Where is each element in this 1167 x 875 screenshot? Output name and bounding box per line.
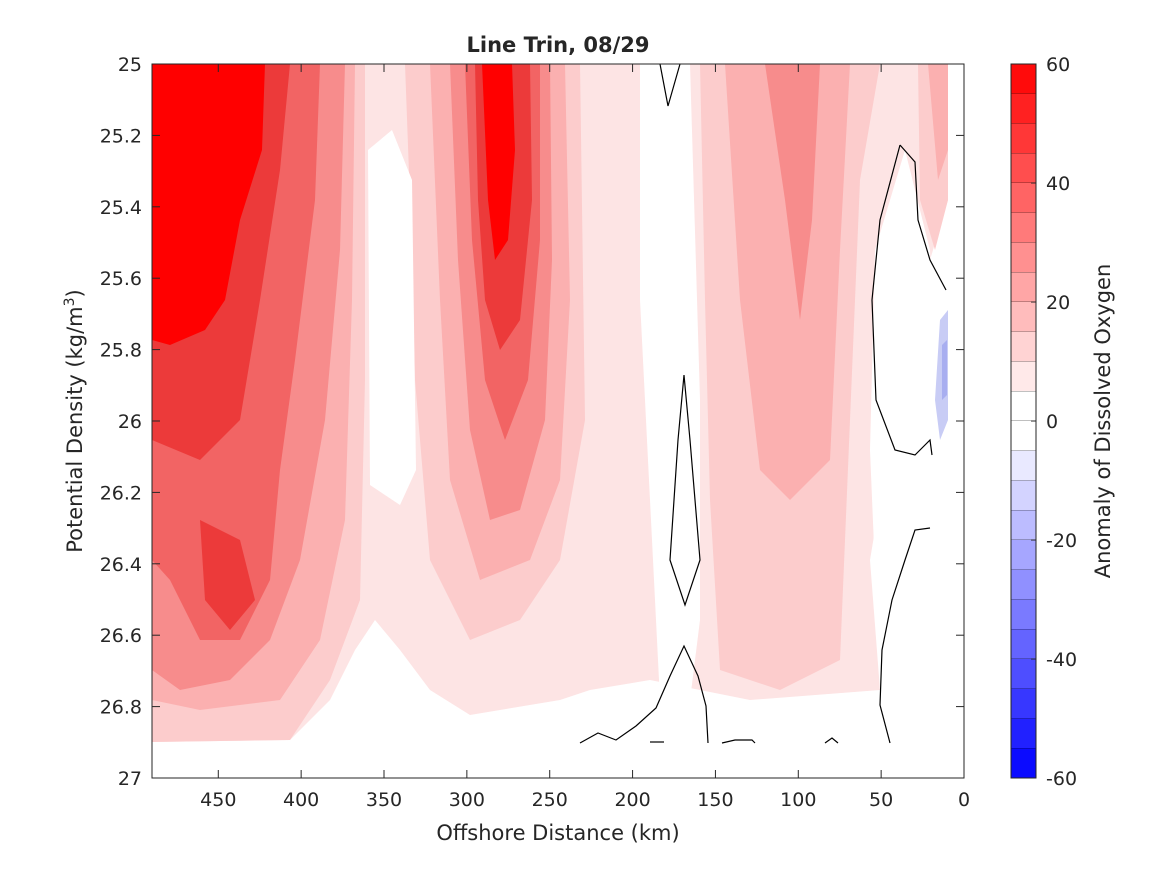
y-tick-label: 25.4 bbox=[100, 197, 142, 219]
y-tick-label: 26.4 bbox=[100, 554, 142, 576]
y-tick-label: 25 bbox=[118, 54, 142, 76]
zero-contour-line bbox=[659, 64, 681, 107]
y-axis-label: Potential Density (kg/m3) bbox=[62, 289, 87, 553]
contour-fill-zero-streak bbox=[640, 64, 700, 700]
zero-contour-line bbox=[721, 739, 756, 744]
zero-contour-line bbox=[879, 527, 931, 744]
zero-contour-line bbox=[824, 737, 839, 744]
colorbar-level bbox=[1011, 153, 1036, 184]
colorbar-level bbox=[1011, 391, 1036, 422]
colorbar-level bbox=[1011, 361, 1036, 392]
y-tick-label: 27 bbox=[118, 768, 142, 790]
y-tick-label: 26 bbox=[118, 411, 142, 433]
y-axis-label-end: ) bbox=[63, 289, 87, 297]
zero-contour-line bbox=[899, 144, 947, 291]
x-tick-label: 150 bbox=[697, 789, 733, 811]
colorbar-level bbox=[1011, 688, 1036, 719]
colorbar-tick-label: 60 bbox=[1046, 54, 1070, 76]
colorbar-level bbox=[1011, 450, 1036, 481]
x-tick-label: 200 bbox=[614, 789, 650, 811]
colorbar-level bbox=[1011, 510, 1036, 541]
colorbar-tick-label: 0 bbox=[1046, 411, 1058, 433]
colorbar-level bbox=[1011, 540, 1036, 571]
x-tick-label: 350 bbox=[366, 789, 402, 811]
colorbar-tick-label: 20 bbox=[1046, 292, 1070, 314]
contour-fill-level-7 bbox=[152, 64, 515, 345]
colorbar-level bbox=[1011, 242, 1036, 273]
contour-fill-zero-tongue bbox=[368, 130, 416, 505]
y-tick-label: 25.6 bbox=[100, 268, 142, 290]
contour-fill-level-6 bbox=[152, 64, 532, 630]
y-tick-label: 26.2 bbox=[100, 482, 142, 504]
y-axis-label-main: Potential Density (kg/m bbox=[63, 306, 87, 552]
x-tick-label: 400 bbox=[283, 789, 319, 811]
chart-title: Line Trin, 08/29 bbox=[466, 33, 649, 57]
colorbar-level bbox=[1011, 480, 1036, 511]
colorbar-level bbox=[1011, 302, 1036, 333]
x-tick-label: 100 bbox=[780, 789, 816, 811]
colorbar-tick-label: 40 bbox=[1046, 173, 1070, 195]
colorbar-level bbox=[1011, 212, 1036, 243]
colorbar-level bbox=[1011, 93, 1036, 124]
zero-contour-line bbox=[669, 374, 701, 607]
colorbar-tick-label: -20 bbox=[1046, 530, 1077, 552]
colorbar-level bbox=[1011, 718, 1036, 749]
colorbar-level bbox=[1011, 272, 1036, 303]
contour-field bbox=[152, 64, 964, 778]
colorbar-level bbox=[1011, 629, 1036, 660]
colorbar-level bbox=[1011, 64, 1036, 95]
colorbar-level bbox=[1011, 421, 1036, 452]
colorbar-tick-label: -60 bbox=[1046, 768, 1077, 790]
colorbar bbox=[1011, 64, 1036, 779]
x-tick-label: 250 bbox=[532, 789, 568, 811]
y-axis-label-superscript: 3 bbox=[62, 297, 78, 306]
colorbar-level bbox=[1011, 123, 1036, 154]
contour-fill-negative-core bbox=[942, 340, 947, 400]
colorbar-level bbox=[1011, 183, 1036, 214]
x-tick-label: 300 bbox=[449, 789, 485, 811]
x-tick-label: 450 bbox=[200, 789, 236, 811]
zero-contour-line bbox=[579, 644, 709, 744]
contour-fill-level-3 bbox=[152, 64, 948, 710]
y-tick-label: 26.8 bbox=[100, 697, 142, 719]
colorbar-level bbox=[1011, 569, 1036, 600]
contour-fill-zero-nearshore bbox=[870, 150, 935, 700]
zero-contour-lines bbox=[579, 64, 947, 744]
no-data-region bbox=[152, 742, 964, 778]
colorbar-label: Anomaly of Dissolved Oxygen bbox=[1091, 264, 1115, 579]
colorbar-level bbox=[1011, 748, 1036, 779]
colorbar-level bbox=[1011, 659, 1036, 690]
x-tick-label: 0 bbox=[958, 789, 970, 811]
y-tick-label: 25.8 bbox=[100, 340, 142, 362]
zero-contour-line bbox=[871, 144, 933, 456]
colorbar-level bbox=[1011, 331, 1036, 362]
y-tick-label: 26.6 bbox=[100, 625, 142, 647]
y-axis: 25 25.2 25.4 25.6 25.8 26 26.2 26.4 26.6 26.8 27 bbox=[100, 54, 964, 790]
colorbar-level bbox=[1011, 599, 1036, 630]
x-tick-label: 50 bbox=[869, 789, 893, 811]
x-axis: 450 400 350 300 250 200 150 100 50 0 bbox=[200, 64, 970, 811]
y-tick-label: 25.2 bbox=[100, 125, 142, 147]
colorbar-tick-label: -40 bbox=[1046, 649, 1077, 671]
colorbar-ticks: 60 40 20 0 -20 -40 -60 bbox=[1031, 54, 1077, 790]
x-axis-label: Offshore Distance (km) bbox=[436, 821, 679, 845]
